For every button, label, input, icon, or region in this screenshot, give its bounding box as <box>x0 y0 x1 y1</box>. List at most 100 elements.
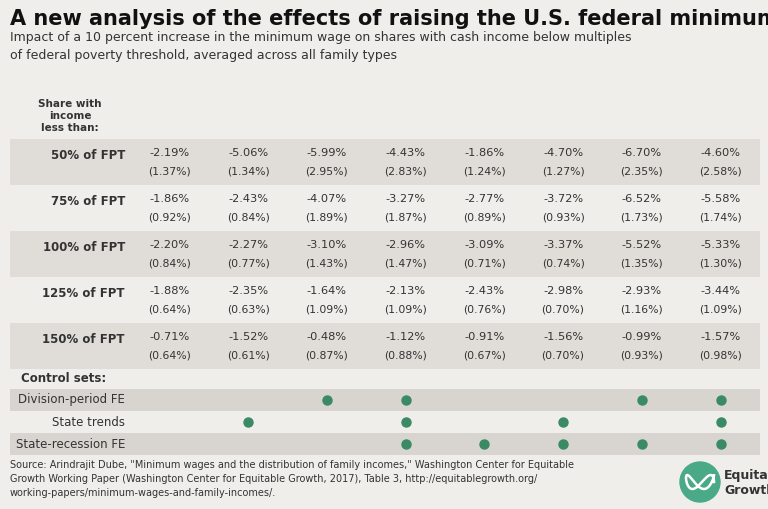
Text: -2.43%: -2.43% <box>228 194 268 204</box>
Text: -1.88%: -1.88% <box>149 286 190 296</box>
Text: -4.60%: -4.60% <box>700 148 740 158</box>
Text: -4.07%: -4.07% <box>306 194 347 204</box>
FancyBboxPatch shape <box>10 411 760 433</box>
Text: (1.74%): (1.74%) <box>699 212 742 222</box>
Text: -6.70%: -6.70% <box>622 148 662 158</box>
Text: (0.70%): (0.70%) <box>541 304 584 314</box>
Text: -4.70%: -4.70% <box>543 148 583 158</box>
Text: Source: Arindrajit Dube, "Minimum wages and the distribution of family incomes,": Source: Arindrajit Dube, "Minimum wages … <box>10 460 574 498</box>
Text: State trends: State trends <box>52 415 125 429</box>
FancyBboxPatch shape <box>10 97 760 139</box>
Text: (1.34%): (1.34%) <box>227 166 270 176</box>
Text: (0.88%): (0.88%) <box>384 350 427 360</box>
Text: -3.10%: -3.10% <box>306 240 347 250</box>
Text: (0.67%): (0.67%) <box>463 350 506 360</box>
Text: (1.35%): (1.35%) <box>621 258 664 268</box>
Text: (0.61%): (0.61%) <box>227 350 270 360</box>
Text: (0.64%): (0.64%) <box>148 350 190 360</box>
Text: -1.86%: -1.86% <box>149 194 190 204</box>
Text: Share with
income
less than:: Share with income less than: <box>38 99 101 133</box>
Text: (1.09%): (1.09%) <box>699 304 742 314</box>
Text: (1.16%): (1.16%) <box>621 304 664 314</box>
Text: -3.72%: -3.72% <box>543 194 583 204</box>
Text: -2.93%: -2.93% <box>622 286 662 296</box>
Text: (1.43%): (1.43%) <box>306 258 348 268</box>
Text: (0.93%): (0.93%) <box>541 212 584 222</box>
Text: Impact of a 10 percent increase in the minimum wage on shares with cash income b: Impact of a 10 percent increase in the m… <box>10 31 631 62</box>
Text: -6.52%: -6.52% <box>622 194 662 204</box>
Text: (0.84%): (0.84%) <box>227 212 270 222</box>
Text: -0.71%: -0.71% <box>149 332 190 342</box>
FancyBboxPatch shape <box>10 185 760 231</box>
Text: (1.09%): (1.09%) <box>384 304 427 314</box>
Text: -3.37%: -3.37% <box>543 240 583 250</box>
Text: -2.98%: -2.98% <box>543 286 583 296</box>
Text: (0.93%): (0.93%) <box>621 350 664 360</box>
Text: (0.76%): (0.76%) <box>463 304 506 314</box>
Text: -1.86%: -1.86% <box>465 148 505 158</box>
Text: -1.57%: -1.57% <box>700 332 741 342</box>
Text: -5.52%: -5.52% <box>622 240 662 250</box>
Text: (0.77%): (0.77%) <box>227 258 270 268</box>
Text: -2.13%: -2.13% <box>386 286 425 296</box>
Text: State-recession FE: State-recession FE <box>15 438 125 450</box>
Text: 100% of FPT: 100% of FPT <box>43 241 125 254</box>
Text: -2.77%: -2.77% <box>465 194 505 204</box>
Text: (0.74%): (0.74%) <box>541 258 584 268</box>
Text: -0.48%: -0.48% <box>306 332 347 342</box>
Text: (1.47%): (1.47%) <box>384 258 427 268</box>
Text: (1.87%): (1.87%) <box>384 212 427 222</box>
Text: -5.06%: -5.06% <box>228 148 268 158</box>
Text: -0.91%: -0.91% <box>464 332 505 342</box>
FancyBboxPatch shape <box>10 277 760 323</box>
Text: (2.83%): (2.83%) <box>384 166 427 176</box>
Text: (2.35%): (2.35%) <box>621 166 664 176</box>
Text: -2.20%: -2.20% <box>149 240 190 250</box>
Text: -3.09%: -3.09% <box>464 240 505 250</box>
Text: -0.99%: -0.99% <box>622 332 662 342</box>
Text: -2.96%: -2.96% <box>386 240 425 250</box>
Text: Growth: Growth <box>724 485 768 497</box>
Text: (1.30%): (1.30%) <box>699 258 742 268</box>
Text: (0.70%): (0.70%) <box>541 350 584 360</box>
Text: Control sets:: Control sets: <box>22 373 107 385</box>
Text: -3.27%: -3.27% <box>386 194 425 204</box>
Text: -1.52%: -1.52% <box>228 332 268 342</box>
Text: -5.99%: -5.99% <box>306 148 347 158</box>
Text: (0.98%): (0.98%) <box>699 350 742 360</box>
Text: Equitable: Equitable <box>724 468 768 482</box>
FancyBboxPatch shape <box>10 139 760 185</box>
Text: (0.89%): (0.89%) <box>463 212 506 222</box>
Circle shape <box>680 462 720 502</box>
Text: -3.44%: -3.44% <box>700 286 740 296</box>
Text: -2.27%: -2.27% <box>228 240 268 250</box>
Text: (0.63%): (0.63%) <box>227 304 270 314</box>
Text: -1.12%: -1.12% <box>386 332 425 342</box>
Text: 150% of FPT: 150% of FPT <box>42 333 125 346</box>
Text: -1.64%: -1.64% <box>307 286 347 296</box>
Text: (0.71%): (0.71%) <box>463 258 506 268</box>
Text: -1.56%: -1.56% <box>543 332 583 342</box>
Text: (1.09%): (1.09%) <box>306 304 349 314</box>
Text: (0.64%): (0.64%) <box>148 304 190 314</box>
Text: (0.92%): (0.92%) <box>148 212 190 222</box>
Text: 125% of FPT: 125% of FPT <box>42 287 125 300</box>
FancyBboxPatch shape <box>10 389 760 411</box>
Text: (2.95%): (2.95%) <box>306 166 348 176</box>
Text: (0.84%): (0.84%) <box>148 258 190 268</box>
Text: (1.73%): (1.73%) <box>621 212 664 222</box>
FancyBboxPatch shape <box>10 369 760 389</box>
FancyBboxPatch shape <box>10 433 760 455</box>
FancyBboxPatch shape <box>10 231 760 277</box>
Text: 50% of FPT: 50% of FPT <box>51 149 125 162</box>
Text: (1.89%): (1.89%) <box>306 212 348 222</box>
Text: (2.58%): (2.58%) <box>699 166 742 176</box>
Text: -2.35%: -2.35% <box>228 286 268 296</box>
Text: 75% of FPT: 75% of FPT <box>51 195 125 208</box>
Text: (0.87%): (0.87%) <box>306 350 349 360</box>
Text: (1.37%): (1.37%) <box>148 166 190 176</box>
Text: -2.43%: -2.43% <box>465 286 505 296</box>
Text: Division-period FE: Division-period FE <box>18 393 125 407</box>
FancyBboxPatch shape <box>10 323 760 369</box>
Text: A new analysis of the effects of raising the U.S. federal minimum wage: A new analysis of the effects of raising… <box>10 9 768 29</box>
